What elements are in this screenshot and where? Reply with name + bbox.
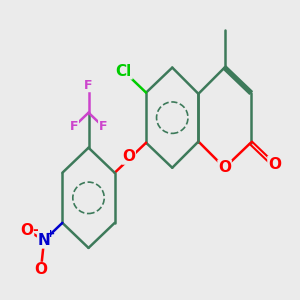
Text: F: F <box>84 79 93 92</box>
Text: O: O <box>218 160 231 175</box>
Text: F: F <box>99 120 107 133</box>
Text: Cl: Cl <box>116 64 132 79</box>
Text: +: + <box>46 229 55 239</box>
Text: F: F <box>70 120 78 133</box>
Text: O: O <box>268 157 281 172</box>
Text: N: N <box>38 233 50 248</box>
Text: O: O <box>34 262 47 278</box>
Text: -: - <box>32 223 38 237</box>
Text: O: O <box>20 223 34 238</box>
Text: O: O <box>122 149 135 164</box>
